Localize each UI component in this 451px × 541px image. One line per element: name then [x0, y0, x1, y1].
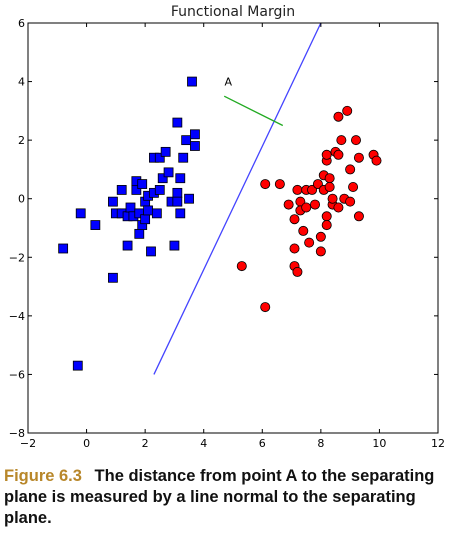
data-point-square [75, 208, 86, 219]
data-point-circle [321, 149, 332, 160]
data-point-circle [333, 149, 344, 160]
data-point-circle [292, 266, 303, 277]
data-point-circle [309, 199, 320, 210]
y-tick-label: 0 [18, 193, 25, 206]
data-point-circle [298, 225, 309, 236]
data-point-circle [260, 179, 271, 190]
data-point-circle [324, 181, 335, 192]
data-point-circle [353, 152, 364, 163]
data-point-circle [260, 302, 271, 313]
data-point-square [122, 240, 133, 251]
figure-label: Figure 6.3 [4, 467, 82, 485]
data-point-square [143, 205, 153, 216]
data-point-square [157, 173, 168, 184]
figure-caption: Figure 6.3 The distance from point A to … [4, 466, 444, 529]
data-point-circle [274, 179, 285, 190]
data-point-square [140, 214, 151, 225]
data-point-square [125, 202, 136, 213]
data-point-square [154, 152, 165, 163]
data-point-square [178, 152, 189, 163]
x-tick-label: 2 [142, 437, 149, 450]
normal-line [223, 95, 284, 127]
data-point-circle [371, 155, 382, 166]
data-point-square [175, 173, 186, 184]
y-tick-label: −8 [9, 427, 25, 440]
data-point-square [175, 208, 186, 219]
data-point-square [154, 185, 165, 195]
data-point-square [184, 193, 194, 204]
data-point-square [108, 196, 118, 207]
data-point-circle [353, 211, 364, 222]
data-point-circle [324, 173, 335, 184]
data-point-circle [236, 261, 247, 272]
y-tick-label: 2 [18, 134, 25, 147]
x-tick-label: 4 [200, 437, 207, 450]
data-point-circle [333, 111, 344, 122]
data-point-circle [327, 193, 338, 204]
y-tick-label: −4 [9, 310, 25, 323]
annotation-label: A [224, 76, 232, 89]
data-point-circle [321, 211, 332, 222]
x-tick-label: 10 [372, 437, 386, 450]
data-point-circle [292, 184, 303, 195]
y-tick-label: −2 [9, 251, 25, 264]
data-point-square [160, 146, 171, 157]
x-tick-label: 12 [431, 437, 445, 450]
data-point-square [146, 246, 156, 257]
data-point-circle [283, 199, 294, 210]
x-tick-label: 0 [83, 437, 90, 450]
data-point-square [137, 179, 148, 189]
x-tick-label: 6 [259, 437, 266, 450]
data-point-circle [315, 246, 326, 257]
data-point-circle [342, 105, 353, 116]
data-point-circle [348, 181, 359, 192]
data-point-circle [301, 202, 312, 213]
data-point-square [108, 272, 118, 283]
x-tick-label: 8 [317, 437, 324, 450]
data-point-square [134, 228, 145, 239]
data-point-circle [307, 184, 318, 195]
data-point-circle [289, 214, 300, 225]
data-point-circle [345, 164, 356, 175]
separating-line [153, 23, 322, 375]
data-point-square [90, 220, 101, 230]
data-point-circle [304, 237, 315, 248]
data-point-circle [336, 135, 347, 146]
data-point-circle [345, 196, 356, 207]
scatter-chart: Functional Margin A −2 0 2 4 6 8 10 12 6 4 2 0 −2 −4 −… [9, 4, 445, 450]
data-point-square [163, 167, 174, 178]
data-point-circle [289, 243, 300, 254]
x-tick-label: −2 [20, 437, 36, 450]
data-point-square [190, 141, 200, 151]
plot-frame [27, 22, 439, 434]
data-point-circle [312, 179, 323, 190]
data-point-circle [321, 220, 332, 231]
data-point-square [151, 208, 162, 219]
caption-text: The distance from point A to the separat… [4, 467, 435, 527]
y-tick-label: 4 [18, 76, 25, 89]
data-point-square [190, 129, 200, 140]
data-point-circle [333, 202, 344, 213]
data-point-square [172, 196, 183, 207]
data-point-square [172, 187, 183, 198]
data-point-square [169, 240, 180, 251]
data-point-square [172, 117, 183, 128]
y-tick-label: 6 [18, 17, 25, 30]
data-point-square [58, 243, 69, 254]
data-point-square [187, 76, 197, 87]
data-point-circle [350, 135, 361, 146]
data-point-square [116, 185, 127, 195]
data-point-square [181, 135, 192, 146]
data-point-square [72, 360, 83, 371]
data-point-circle [315, 231, 326, 242]
y-tick-label: −6 [9, 368, 25, 381]
chart-title: Functional Margin [171, 4, 295, 20]
